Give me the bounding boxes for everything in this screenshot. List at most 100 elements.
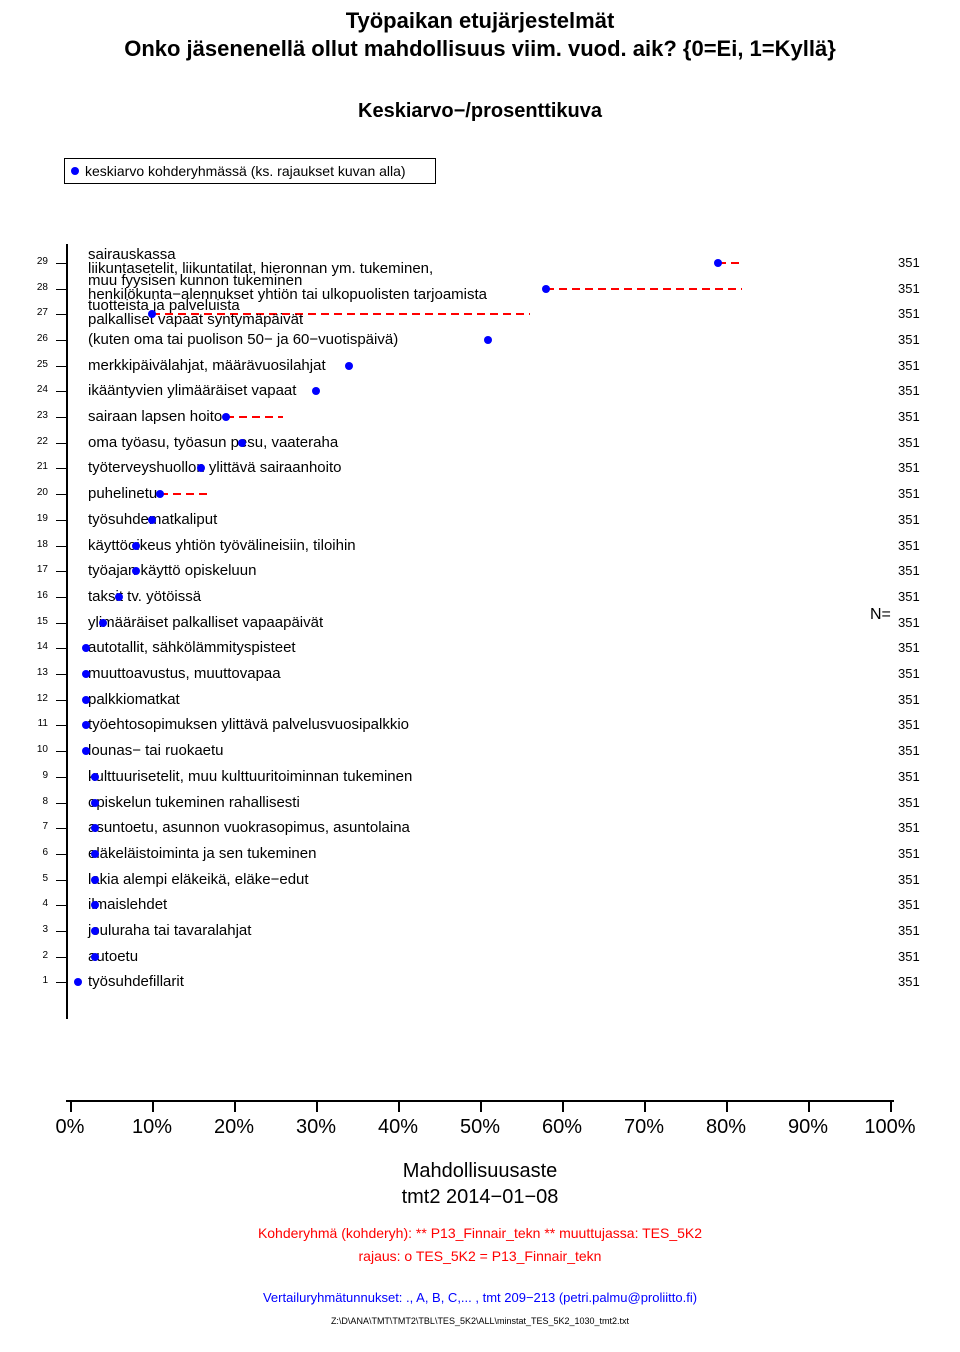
row-index: 18 <box>28 539 48 550</box>
row-label: työsuhdematkaliput <box>88 511 217 528</box>
y-tick <box>56 340 66 341</box>
compare-dash <box>269 313 277 315</box>
data-point <box>91 773 99 781</box>
compare-dash <box>295 313 303 315</box>
data-point <box>132 542 140 550</box>
compare-dash <box>265 416 273 418</box>
y-tick <box>56 623 66 624</box>
row-n-value: 351 <box>898 820 920 835</box>
chart-title-line2: Onko jäsenenellä ollut mahdollisuus viim… <box>0 36 960 62</box>
row-label: työajan käyttö opiskeluun <box>88 562 256 579</box>
x-tick-label: 30% <box>286 1116 346 1139</box>
row-index: 23 <box>28 410 48 421</box>
compare-dash <box>199 493 207 495</box>
row-label: palkalliset vapaat syntymäpäivät <box>88 311 303 328</box>
compare-dash <box>256 313 264 315</box>
row-index: 28 <box>28 282 48 293</box>
compare-dash <box>464 313 472 315</box>
row-index: 16 <box>28 590 48 601</box>
row-label: oma työasu, työasun pesu, vaateraha <box>88 434 338 451</box>
x-tick <box>70 1100 72 1112</box>
row-label: sairauskassa <box>88 246 176 263</box>
data-point <box>132 567 140 575</box>
data-point <box>345 362 353 370</box>
row-index: 25 <box>28 359 48 370</box>
compare-dash <box>702 288 710 290</box>
data-point <box>542 285 550 293</box>
x-tick-label: 50% <box>450 1116 510 1139</box>
data-point <box>91 824 99 832</box>
legend: keskiarvo kohderyhmässä (ks. rajaukset k… <box>64 158 436 184</box>
row-n-value: 351 <box>898 615 920 630</box>
row-n-value: 351 <box>898 383 920 398</box>
compare-dash <box>598 288 606 290</box>
row-index: 11 <box>28 718 48 729</box>
x-tick-label: 0% <box>40 1116 100 1139</box>
row-index: 8 <box>28 796 48 807</box>
row-index: 29 <box>28 256 48 267</box>
row-n-value: 351 <box>898 358 920 373</box>
row-n-value: 351 <box>898 538 920 553</box>
row-index: 7 <box>28 821 48 832</box>
row-n-value: 351 <box>898 640 920 655</box>
data-point <box>484 336 492 344</box>
row-n-value: 351 <box>898 769 920 784</box>
row-label: lounas− tai ruokaetu <box>88 742 224 759</box>
y-tick <box>56 314 66 315</box>
compare-dash <box>585 288 593 290</box>
x-tick <box>808 1100 810 1112</box>
y-tick <box>56 828 66 829</box>
x-tick <box>152 1100 154 1112</box>
row-n-value: 351 <box>898 897 920 912</box>
x-tick-label: 70% <box>614 1116 674 1139</box>
compare-dash <box>360 313 368 315</box>
compare-dash <box>516 313 524 315</box>
y-tick <box>56 700 66 701</box>
compare-dash <box>191 313 199 315</box>
row-index: 21 <box>28 461 48 472</box>
x-tick-label: 80% <box>696 1116 756 1139</box>
compare-dash <box>490 313 498 315</box>
row-label: merkkipäivälahjat, määrävuosilahjat <box>88 357 326 374</box>
x-axis-line <box>66 1100 894 1102</box>
compare-dash <box>741 288 743 290</box>
compare-dash <box>252 416 260 418</box>
row-label: muu fyysisen kunnon tukeminen <box>88 272 302 289</box>
row-n-value: 351 <box>898 692 920 707</box>
data-point <box>91 901 99 909</box>
legend-dot-icon <box>71 167 79 175</box>
row-n-value: 351 <box>898 460 920 475</box>
y-tick <box>56 931 66 932</box>
y-tick <box>56 546 66 547</box>
compare-dash <box>559 288 567 290</box>
row-label: ilmaislehdet <box>88 896 167 913</box>
compare-dash <box>728 288 736 290</box>
row-label: työehtosopimuksen ylittävä palvelusvuosi… <box>88 716 409 733</box>
row-label: ylimääräiset palkalliset vapaapäivät <box>88 614 323 631</box>
compare-dash <box>425 313 433 315</box>
row-n-value: 351 <box>898 795 920 810</box>
row-label: asuntoetu, asunnon vuokrasopimus, asunto… <box>88 819 410 836</box>
row-n-value: 351 <box>898 589 920 604</box>
compare-dash <box>230 313 238 315</box>
row-n-value: 351 <box>898 974 920 989</box>
row-index: 22 <box>28 436 48 447</box>
row-n-value: 351 <box>898 872 920 887</box>
y-tick <box>56 803 66 804</box>
row-index: 24 <box>28 384 48 395</box>
compare-dash <box>165 313 173 315</box>
row-n-value: 351 <box>898 255 920 270</box>
compare-dash <box>412 313 420 315</box>
footer-line-2: rajaus: o TES_5K2 = P13_Finnair_tekn <box>0 1248 960 1264</box>
row-label: palkkiomatkat <box>88 691 180 708</box>
row-label: taksit tv. yötöissä <box>88 588 201 605</box>
compare-dash <box>503 313 511 315</box>
y-tick <box>56 674 66 675</box>
compare-dash <box>373 313 381 315</box>
row-index: 27 <box>28 307 48 318</box>
y-tick <box>56 597 66 598</box>
data-point <box>74 978 82 986</box>
x-axis-title-2: tmt2 2014−01−08 <box>0 1186 960 1209</box>
row-n-value: 351 <box>898 409 920 424</box>
row-label: kulttuurisetelit, muu kulttuuritoiminnan… <box>88 768 412 785</box>
